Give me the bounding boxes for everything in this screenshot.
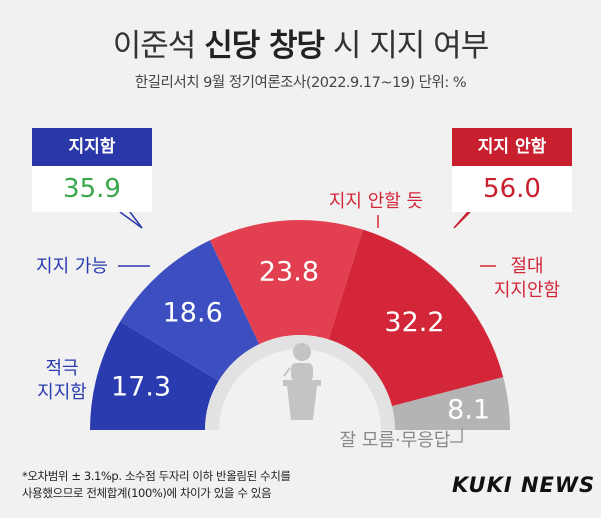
slice-label-2-line-1: 지지 가능 (36, 256, 108, 277)
slice-value-1: 17.3 (111, 372, 171, 403)
slice-1 (90, 321, 219, 430)
oppose-total-label: 지지 안함 (452, 128, 572, 166)
slice-value-3: 23.8 (259, 256, 319, 287)
brand-logo: KUKI NEWS (452, 473, 596, 497)
slice-label-1-line-2: 지지함 (37, 382, 87, 403)
oppose-callout-tail (453, 211, 471, 229)
slice-label-4-line-1: 절대 (510, 256, 543, 277)
oppose-total-box: 지지 안함 56.0 (452, 128, 572, 212)
slice-2 (120, 240, 260, 381)
support-callout-tail (119, 211, 143, 229)
slice-5 (391, 377, 510, 430)
slice-label-1-line-1: 적극 (45, 358, 78, 379)
slice-label-4-line-2: 지지안함 (494, 280, 560, 301)
inner-ring (205, 335, 395, 430)
footnote-line-2: 사용했으므로 전체합계(100%)에 차이가 있을 수 있음 (22, 486, 272, 500)
support-total-box: 지지함 35.9 (32, 128, 152, 212)
support-total-value: 35.9 (32, 166, 152, 212)
slice-3 (209, 220, 364, 345)
slice-label-3-line-1: 지지 안할 듯 (329, 191, 423, 212)
footnote-line-1: *오차범위 ± 3.1%p. 소수점 두자리 이하 반올림된 수치를 (22, 469, 291, 483)
slice-label-5-line-1: 잘 모름·무응답 (340, 430, 451, 451)
chart-title: 이준석 신당 창당 시 지지 여부 (112, 28, 489, 64)
slice-4 (328, 229, 504, 407)
slice-value-4: 32.2 (384, 307, 444, 338)
support-total-label: 지지함 (32, 128, 152, 166)
footnote: *오차범위 ± 3.1%p. 소수점 두자리 이하 반올림된 수치를 사용했으므… (22, 468, 291, 502)
slice-value-5: 8.1 (447, 394, 490, 425)
slice-value-2: 18.6 (163, 297, 223, 328)
podium-speaker-icon (283, 343, 321, 420)
chart-subtitle: 한길리서치 9월 정기여론조사(2022.9.17~19) 단위: % (134, 75, 467, 91)
pointer-line-5 (450, 428, 463, 443)
oppose-total-value: 56.0 (452, 166, 572, 212)
